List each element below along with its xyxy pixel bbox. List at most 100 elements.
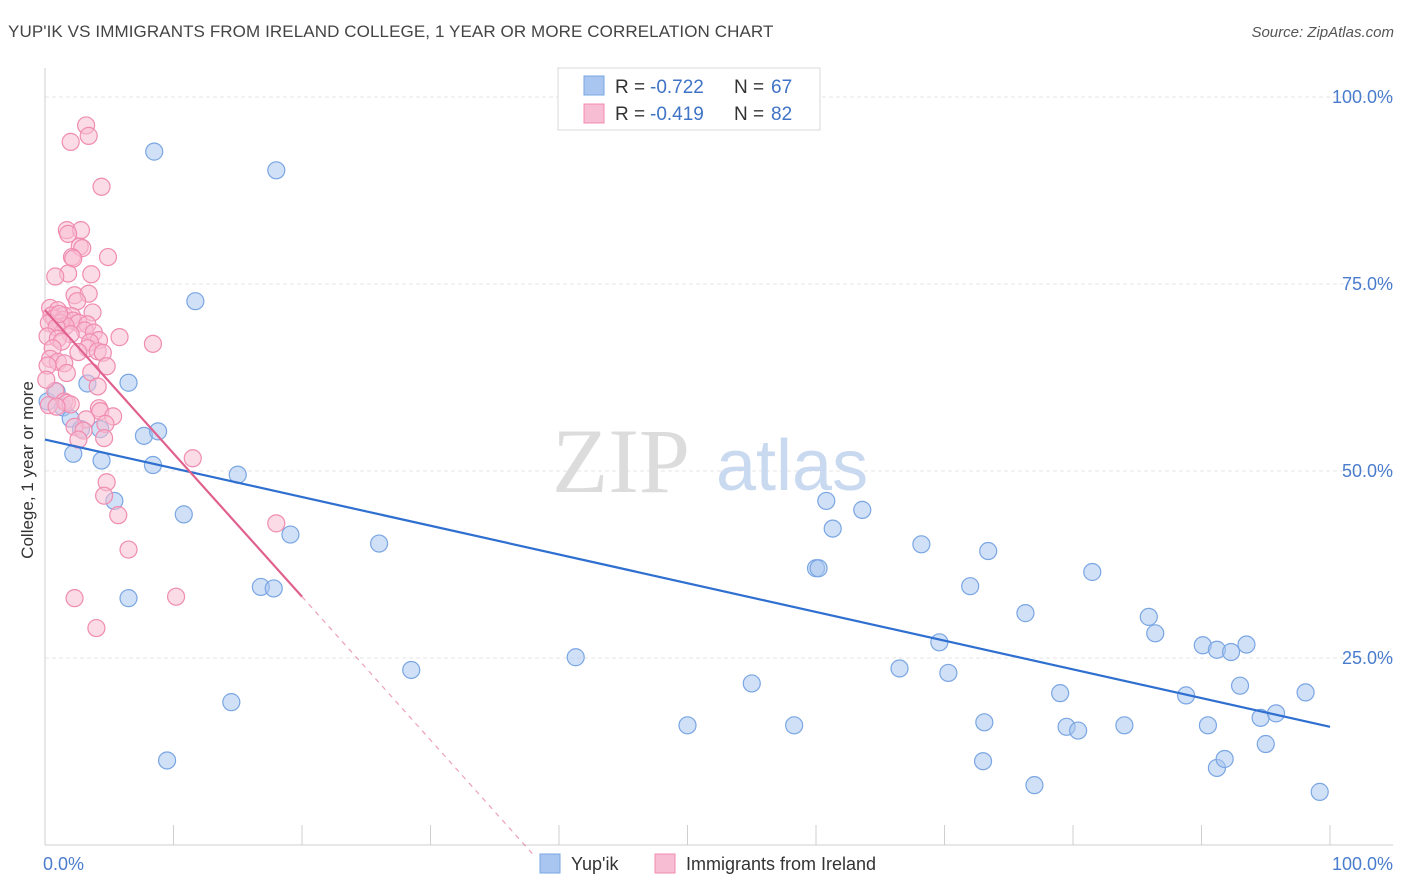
x-tick-label-min: 0.0% — [43, 854, 84, 874]
ireland-point — [65, 589, 84, 608]
ireland-point — [183, 449, 202, 468]
yupik-point — [119, 589, 138, 608]
ireland-point — [47, 397, 66, 416]
scatter-points — [37, 116, 1329, 801]
yupik-point — [973, 752, 993, 771]
yupik-point — [1198, 716, 1218, 735]
yupik-point — [1146, 624, 1165, 643]
gridlines — [45, 96, 1393, 659]
stats-r-label-blue: R = — [615, 77, 645, 98]
stats-n-label-blue: N = — [734, 77, 764, 98]
ireland-point — [59, 224, 78, 243]
yupik-trend-line — [44, 438, 1331, 728]
legend-swatch-ireland — [654, 853, 676, 874]
stats-n-value-pink: 82 — [771, 104, 792, 125]
yupik-point — [186, 292, 205, 311]
yupik-point — [1215, 749, 1234, 769]
y-axis-label: College, 1 year or more — [18, 381, 37, 559]
ireland-point — [37, 370, 56, 389]
chart-title: YUP'IK VS IMMIGRANTS FROM IRELAND COLLEG… — [8, 22, 774, 41]
stats-legend: R = -0.722 N = 67 R = -0.419 N = 82 — [557, 67, 821, 131]
ireland-point — [143, 334, 163, 353]
yupik-point — [1025, 776, 1044, 795]
yupik-point — [853, 500, 872, 519]
ireland-point — [46, 267, 65, 286]
watermark: ZIP atlas — [552, 410, 868, 512]
yupik-point — [961, 577, 980, 596]
yupik-point — [1310, 782, 1329, 801]
ireland-point — [88, 377, 107, 396]
ireland-trend-extension — [301, 596, 534, 856]
yupik-point — [742, 674, 761, 693]
yupik-point — [1069, 721, 1088, 740]
yupik-point — [281, 525, 300, 544]
yupik-point — [148, 422, 168, 441]
ireland-point — [95, 486, 114, 505]
yupik-point — [267, 161, 286, 180]
ireland-point — [57, 363, 76, 383]
yupik-point — [809, 559, 828, 578]
ireland-point — [109, 506, 128, 525]
watermark-atlas: atlas — [716, 426, 868, 506]
chart-source: Source: ZipAtlas.com — [1251, 24, 1394, 41]
yupik-point — [1115, 716, 1134, 735]
stats-n-value-blue: 67 — [771, 77, 792, 98]
ireland-point — [97, 357, 116, 376]
yupik-point — [930, 633, 949, 652]
yupik-point — [402, 660, 421, 680]
axes — [44, 68, 1393, 846]
yupik-point — [264, 579, 283, 598]
yupik-point — [890, 659, 909, 678]
ireland-point — [119, 540, 138, 559]
watermark-zip: ZIP — [552, 410, 690, 512]
series-legend: Yup'ik Immigrants from Ireland — [539, 853, 876, 874]
yupik-point — [1051, 684, 1070, 703]
legend-label-yupik: Yup'ik — [571, 854, 619, 874]
y-tick-label-50: 50.0% — [1342, 461, 1393, 481]
y-tick-label-25: 25.0% — [1342, 648, 1393, 668]
yupik-point — [174, 505, 193, 524]
ireland-point — [166, 587, 186, 606]
yupik-point — [1083, 562, 1102, 582]
ireland-point — [61, 132, 80, 151]
yupik-point — [222, 693, 241, 712]
yupik-point — [975, 713, 994, 732]
yupik-point — [145, 142, 164, 161]
ireland-point — [50, 304, 69, 324]
yupik-point — [566, 648, 585, 667]
y-tick-label-75: 75.0% — [1342, 274, 1393, 294]
ireland-point — [110, 328, 129, 347]
x-tick-labels: 0.0% 100.0% — [43, 854, 1393, 874]
yupik-point — [817, 491, 836, 511]
yupik-point — [678, 716, 697, 735]
yupik-point — [1230, 676, 1250, 695]
ireland-point — [87, 618, 106, 638]
yupik-point — [1139, 607, 1158, 626]
yupik-point — [823, 519, 842, 538]
stats-swatch-blue — [583, 75, 605, 96]
yupik-point — [1237, 635, 1256, 654]
stats-r-value-pink: -0.419 — [650, 104, 704, 125]
ireland-point — [267, 514, 286, 533]
ireland-trend-line — [44, 309, 303, 598]
ireland-point — [98, 247, 118, 267]
yupik-point — [1256, 734, 1275, 754]
y-tick-label-100: 100.0% — [1332, 87, 1393, 107]
ireland-point — [82, 265, 101, 284]
yupik-point — [912, 535, 931, 554]
series-ireland — [37, 116, 286, 638]
yupik-point — [979, 541, 998, 561]
yupik-point — [119, 373, 138, 392]
yupik-point — [939, 663, 958, 683]
yupik-point — [157, 751, 177, 770]
stats-n-label-pink: N = — [734, 104, 764, 125]
yupik-point — [785, 716, 804, 735]
ireland-point — [95, 428, 114, 448]
stats-r-value-blue: -0.722 — [650, 77, 704, 98]
ireland-point — [79, 126, 98, 145]
y-tick-labels: 25.0% 50.0% 75.0% 100.0% — [1332, 87, 1393, 668]
trend-lines — [44, 309, 1331, 856]
stats-r-label-pink: R = — [615, 104, 645, 125]
ireland-point — [69, 342, 88, 362]
